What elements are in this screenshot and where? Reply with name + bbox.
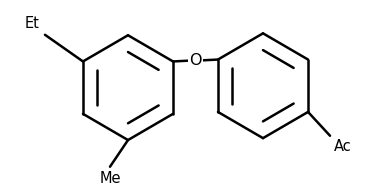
Text: Et: Et — [25, 16, 40, 31]
Text: Me: Me — [99, 171, 121, 186]
Text: O: O — [189, 53, 202, 68]
Text: Ac: Ac — [334, 139, 352, 154]
